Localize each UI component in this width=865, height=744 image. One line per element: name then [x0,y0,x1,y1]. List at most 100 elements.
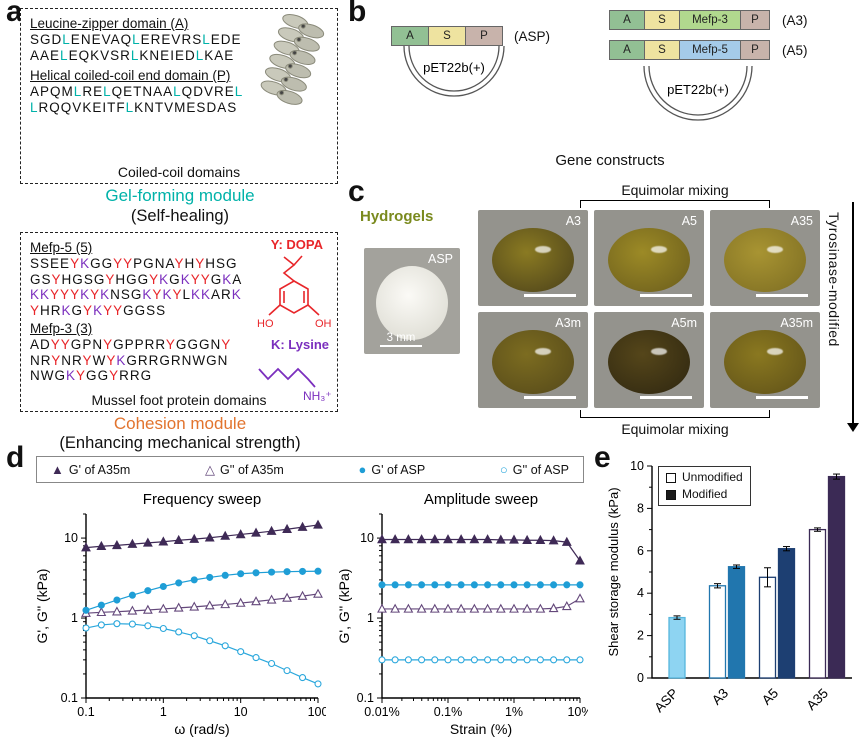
gel-photo-a35: A35 [710,210,820,306]
gel-photo-a35m: A35m [710,312,820,408]
gel-blob [608,227,690,292]
gel-photo-label: A3m [555,316,581,330]
svg-text:10%: 10% [567,705,588,719]
legend-entry: ○ G'' of ASP [500,463,569,477]
legend-label: G'' of ASP [512,462,569,477]
panel-c-letter: c [348,175,365,208]
plasmid-arc-a3a5: pET22b(+) [643,65,753,121]
svg-text:2: 2 [637,629,644,643]
legend-entry: Modified [666,486,743,503]
gel-shine [767,348,784,356]
plasmid-arc-asp: pET22b(+) [403,45,505,97]
legend-entry: ▲ G' of A35m [51,463,130,477]
dopa-ho-label: HO [257,318,274,330]
asp-construct-name: (ASP) [514,29,551,44]
gel-photo-a5: A5 [594,210,704,306]
panel-b-letter: b [348,0,367,28]
lysine-label: K: Lysine [270,337,329,352]
svg-text:0.1: 0.1 [61,691,78,705]
legend-label: G'' of A35m [220,462,284,477]
gel-shine [535,246,552,254]
scale-bar [524,396,576,399]
svg-text:0.1: 0.1 [77,705,94,719]
gel-photo-label: ASP [427,252,453,266]
gene-block-s: S [644,40,680,60]
cohesion-module-subtitle: (Enhancing mechanical strength) [59,434,301,452]
mefp5-sequence: SSEEYKGGYYPGNAYHYHSG GSYHGSGYHGGYKGKYYGKA… [30,256,243,318]
panel-e-letter: e [594,441,611,474]
svg-text:10: 10 [234,705,248,719]
legend-entry: ● G' of ASP [359,463,426,477]
gel-forming-module-subtitle: (Self-healing) [130,207,230,225]
legend-label: Unmodified [682,470,743,484]
a5-construct-name: (A5) [782,43,808,58]
gene-block-a: A [391,26,429,46]
legend-label: Modified [682,487,728,501]
gene-block-p: P [740,10,770,30]
equimolar-mixing-bottom-label: Equimolar mixing [621,421,729,437]
svg-text:4: 4 [637,586,644,600]
dopa-structure-icon: HO OH [257,255,332,330]
mefp3-title: Mefp-3 (3) [30,321,93,336]
gel-photo-label: A35m [780,316,813,330]
scale-bar [524,294,576,297]
helical-domain-sequence: APQMLRELQETNAALQDVREL LRQQVKEITFLKNTVMESD… [30,84,244,115]
scale-annotation: 3 mm [380,331,422,347]
gel-blob [492,227,574,292]
scale-text: 3 mm [386,331,416,344]
gel-shine [651,246,668,254]
svg-text:ASP: ASP [651,686,681,716]
svg-text:G', G'' (kPa): G', G'' (kPa) [336,569,352,644]
gene-block-p: P [465,26,503,46]
leucine-zipper-title: Leucine-zipper domain (A) [30,16,189,31]
gel-photo-label: A5 [681,214,697,228]
tyrosinase-arrow-line [852,202,854,424]
svg-text:1: 1 [367,611,374,625]
gel-photo-a3m: A3m [478,312,588,408]
legend-label: G' of A35m [68,462,131,477]
svg-text:0.1: 0.1 [357,691,374,705]
a3-construct: A S Mefp-3 P [609,10,770,30]
svg-text:0.1%: 0.1% [434,705,463,719]
gel-shine [535,348,552,356]
gel-blob [724,227,806,292]
gel-shine [651,348,668,356]
svg-text:100: 100 [308,705,326,719]
rheology-legend: ▲ G' of A35m △ G'' of A35m ● G' of ASP ○ G'' of… [36,456,584,483]
gel-blob [492,329,574,394]
hydrogels-title: Hydrogels [360,208,434,225]
svg-text:8: 8 [637,501,644,515]
tyrosinase-arrow-head-icon [847,423,859,432]
lysine-formula: NH₃⁺ [303,389,332,403]
svg-text:10: 10 [630,459,644,473]
bar-legend: Unmodified Modified [658,466,751,506]
open-square-icon [666,472,676,483]
coiled-coil-icon [260,13,325,105]
gel-photo-a3: A3 [478,210,588,306]
cohesion-module-title: Cohesion module [113,414,247,433]
gel-photo-asp: ASP 3 mm [364,248,460,354]
scale-bar [640,396,692,399]
circle-filled-icon: ● [358,462,367,477]
legend-label: G' of ASP [371,462,426,477]
gel-photo-label: A3 [565,214,581,228]
scale-bar [640,294,692,297]
legend-entry: △ G'' of A35m [205,463,284,477]
svg-text:1: 1 [71,611,78,625]
svg-text:Shear storage modulus (kPa): Shear storage modulus (kPa) [606,487,621,656]
scale-bar [380,344,422,347]
gene-block-a: A [609,10,645,30]
equimolar-bracket-top [580,200,770,208]
equimolar-mixing-top-label: Equimolar mixing [621,182,729,198]
gene-block-a: A [609,40,645,60]
chart-frequency-sweep: 0.1 1 10 100 0.1 1 10 Frequency sweep ω (rad/s) G… [34,488,328,740]
leucine-zipper-sequence: SGDLENEVAQLEREVRSLEDE AAELEQKVSRLKNEIEDLK… [30,32,242,63]
mefp3-sequence: ADYYGPNYGPPRRYGGGNY NRYNRYWYKGRRGRNWGN NWG… [30,337,232,383]
tyrosinase-modified-label: Tyrosinase-modified [826,212,842,347]
gel-photo-label: A5m [671,316,697,330]
svg-text:10: 10 [360,531,374,545]
gel-grid: A3 A5 A35 A3m A5m A35m [478,210,820,408]
chart-storage-modulus: 0 2 4 6 8 10 Shear storage modulus (kPa) ASP A3 A… [606,452,862,740]
